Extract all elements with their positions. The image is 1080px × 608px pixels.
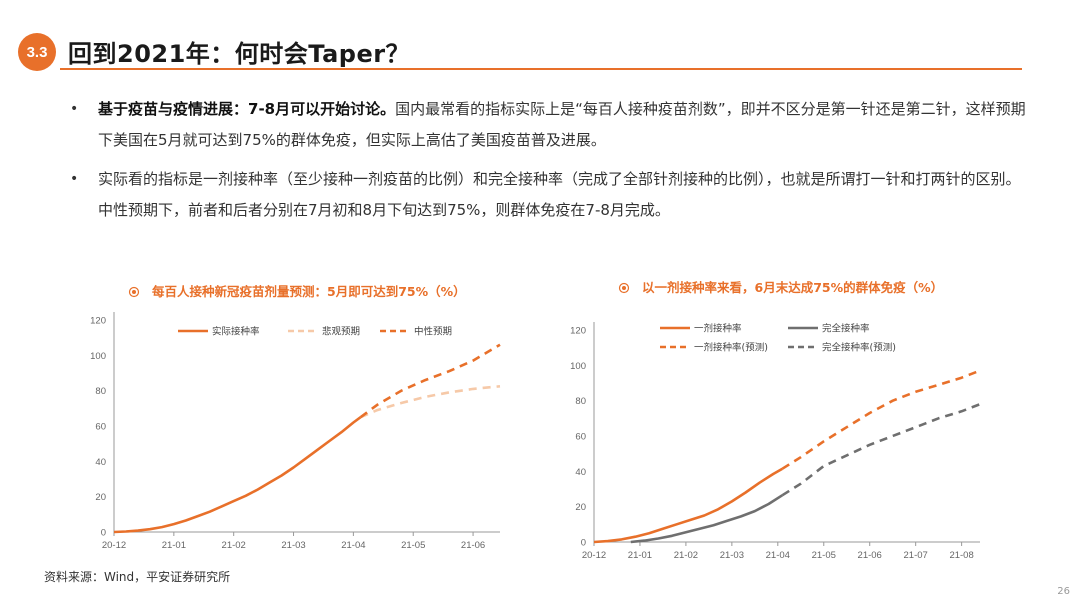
y-tick-label: 120 (570, 326, 586, 337)
chart-title-marker-icon (618, 282, 630, 294)
x-tick-label: 21-02 (222, 540, 246, 551)
x-tick-label: 21-04 (766, 550, 790, 561)
y-tick-label: 20 (95, 492, 106, 503)
bullet-item: • 实际看的指标是一剂接种率（至少接种一剂疫苗的比例）和完全接种率（完成了全部针… (68, 164, 1028, 226)
bullet-dot-icon: • (70, 171, 79, 187)
x-tick-label: 21-01 (162, 540, 186, 551)
y-tick-label: 20 (575, 502, 586, 513)
y-tick-label: 80 (95, 386, 106, 397)
x-tick-label: 21-02 (674, 550, 698, 561)
legend-label: 悲观预期 (322, 326, 360, 338)
series-line (781, 402, 981, 497)
chart-title-marker-icon (128, 286, 140, 298)
y-tick-label: 60 (95, 422, 106, 433)
x-tick-label: 21-07 (904, 550, 928, 561)
series-line (630, 494, 784, 544)
bullet-item: • 基于疫苗与疫情进展：7-8月可以开始讨论。国内最常看的指标实际上是“每百人接… (68, 94, 1028, 156)
bullet-dot-icon: • (70, 101, 79, 117)
y-tick-label: 100 (90, 351, 106, 362)
chart-one-dose-rate: 以一剂接种率来看，6月末达成75%的群体免疫（%） 0 20 40 60 80 100 120… (560, 276, 1020, 561)
series-line (113, 416, 362, 534)
x-tick-label: 21-06 (858, 550, 882, 561)
x-tick-label: 21-06 (461, 540, 485, 551)
bullet-bold-lead: 基于疫苗与疫情进展：7-8月可以开始讨论。 (98, 100, 396, 118)
y-tick-label: 0 (581, 538, 586, 549)
x-tick-label: 21-05 (812, 550, 836, 561)
title-divider (60, 68, 1022, 70)
chart-title-marker-dot (132, 290, 136, 294)
x-tick-label: 21-03 (281, 540, 305, 551)
x-tick-label: 20-12 (582, 550, 606, 561)
bullet-text: 国内最常看的指标实际上是“每百人接种疫苗剂数”，即并不区分是第一针还是第二针，这… (98, 100, 1026, 149)
source-note: 资料来源：Wind，平安证券研究所 (44, 570, 231, 584)
y-tick-label: 40 (95, 457, 106, 468)
x-tick-label: 21-04 (341, 540, 365, 551)
legend-label: 实际接种率 (212, 326, 260, 338)
y-tick-label: 120 (90, 316, 106, 327)
legend-label: 一剂接种率 (694, 323, 742, 335)
x-tick-label: 20-12 (102, 540, 126, 551)
x-tick-label: 21-01 (628, 550, 652, 561)
page-number: 26 (1057, 586, 1070, 597)
y-tick-label: 40 (575, 467, 586, 478)
series-line (593, 467, 784, 544)
series-line (781, 369, 981, 470)
chart-title: 每百人接种新冠疫苗剂量预测：5月即可达到75%（%） (152, 284, 466, 299)
legend-label: 完全接种率 (822, 323, 870, 335)
y-tick-label: 100 (570, 361, 586, 372)
y-tick-label: 0 (101, 528, 106, 539)
bullet-text: 实际看的指标是一剂接种率（至少接种一剂疫苗的比例）和完全接种率（完成了全部针剂接… (98, 170, 1021, 219)
chart-title: 以一剂接种率来看，6月末达成75%的群体免疫（%） (642, 280, 943, 295)
chart-doses-per-hundred: 每百人接种新冠疫苗剂量预测：5月即可达到75%（%） 0 20 40 60 80 100 12… (70, 276, 530, 556)
legend-label: 完全接种率(预测) (822, 342, 896, 354)
series-line (360, 385, 501, 419)
y-tick-label: 60 (575, 432, 586, 443)
chart-title-marker-dot (622, 286, 626, 290)
legend-label: 中性预期 (414, 326, 452, 338)
series-line (359, 343, 501, 419)
y-tick-label: 80 (575, 396, 586, 407)
legend-label: 一剂接种率(预测) (694, 342, 768, 354)
x-tick-label: 21-08 (949, 550, 973, 561)
bullet-list: • 基于疫苗与疫情进展：7-8月可以开始讨论。国内最常看的指标实际上是“每百人接… (68, 94, 1028, 234)
page-title: 回到2021年：何时会Taper？ (68, 40, 411, 68)
x-tick-label: 21-05 (401, 540, 425, 551)
x-tick-label: 21-03 (720, 550, 744, 561)
section-badge: 3.3 (18, 33, 56, 71)
